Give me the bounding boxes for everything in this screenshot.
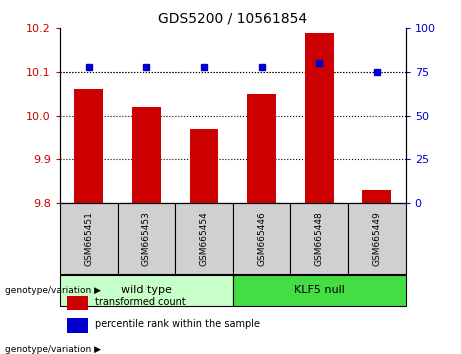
FancyBboxPatch shape [118, 203, 175, 275]
Text: GSM665453: GSM665453 [142, 212, 151, 267]
Bar [247, 94, 276, 203]
FancyBboxPatch shape [233, 275, 406, 306]
Text: genotype/variation ▶: genotype/variation ▶ [5, 345, 100, 354]
Text: KLF5 null: KLF5 null [294, 285, 345, 295]
Text: GSM665454: GSM665454 [200, 212, 208, 266]
Bar [74, 90, 103, 203]
FancyBboxPatch shape [60, 275, 233, 306]
Text: wild type: wild type [121, 285, 172, 295]
Bar [67, 296, 88, 310]
Text: GSM665446: GSM665446 [257, 212, 266, 266]
Text: GSM665449: GSM665449 [372, 212, 381, 266]
Bar [189, 129, 219, 203]
FancyBboxPatch shape [233, 203, 290, 275]
Bar [362, 190, 391, 203]
FancyBboxPatch shape [348, 203, 406, 275]
Text: genotype/variation ▶: genotype/variation ▶ [5, 286, 100, 295]
Title: GDS5200 / 10561854: GDS5200 / 10561854 [158, 12, 307, 26]
Bar [132, 107, 161, 203]
FancyBboxPatch shape [60, 203, 118, 275]
Text: GSM665451: GSM665451 [84, 212, 93, 267]
Text: GSM665448: GSM665448 [315, 212, 324, 266]
FancyBboxPatch shape [175, 203, 233, 275]
FancyBboxPatch shape [290, 203, 348, 275]
Text: transformed count: transformed count [95, 297, 185, 307]
Bar [67, 318, 88, 332]
Text: percentile rank within the sample: percentile rank within the sample [95, 319, 260, 329]
Bar [305, 33, 334, 203]
